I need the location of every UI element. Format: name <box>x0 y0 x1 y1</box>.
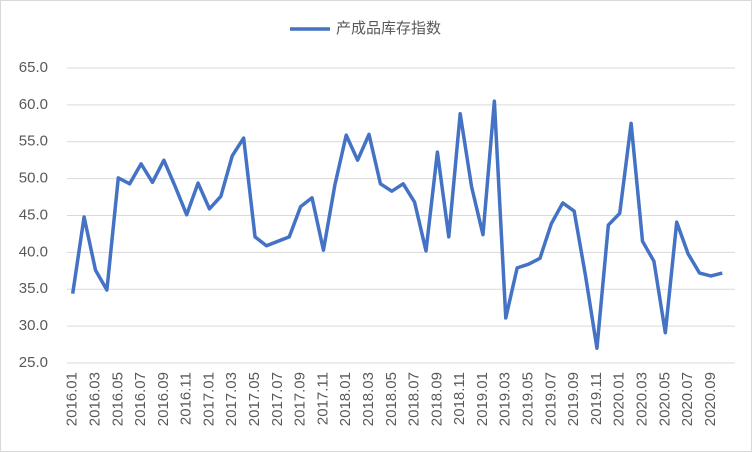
y-tick-label: 40.0 <box>19 243 48 260</box>
x-tick-label: 2016.03 <box>86 372 103 426</box>
x-tick-label: 2020.03 <box>633 372 650 426</box>
x-tick-label: 2016.01 <box>64 372 81 426</box>
x-tick-label: 2019.03 <box>497 372 514 426</box>
x-tick-label: 2018.11 <box>451 372 468 425</box>
x-tick-label: 2016.07 <box>132 372 149 426</box>
y-tick-label: 45.0 <box>19 206 48 223</box>
x-tick-label: 2016.05 <box>109 372 126 426</box>
y-tick-label: 50.0 <box>19 170 48 187</box>
x-tick-label: 2017.09 <box>292 372 309 426</box>
x-tick-label: 2017.07 <box>269 372 286 426</box>
x-tick-label: 2018.01 <box>337 372 354 426</box>
x-tick-label: 2017.03 <box>223 372 240 426</box>
x-tick-label: 2016.11 <box>178 372 195 425</box>
x-tick-label: 2020.05 <box>656 372 673 426</box>
x-tick-label: 2018.07 <box>406 372 423 426</box>
y-tick-label: 65.0 <box>19 59 48 76</box>
y-tick-label: 35.0 <box>19 280 48 297</box>
x-tick-label: 2019.07 <box>542 372 559 426</box>
x-tick-label: 2019.05 <box>520 372 537 426</box>
y-tick-label: 60.0 <box>19 96 48 113</box>
y-tick-label: 25.0 <box>19 354 48 371</box>
x-tick-label: 2019.11 <box>588 372 605 425</box>
x-tick-label: 2016.09 <box>155 372 172 426</box>
x-tick-label: 2017.01 <box>200 372 217 426</box>
x-tick-label: 2019.01 <box>474 372 491 426</box>
x-tick-label: 2018.03 <box>360 372 377 426</box>
x-tick-label: 2017.11 <box>314 372 331 425</box>
x-tick-label: 2019.09 <box>565 372 582 426</box>
x-tick-label: 2020.07 <box>679 372 696 426</box>
x-tick-label: 2017.05 <box>246 372 263 426</box>
y-tick-label: 30.0 <box>19 317 48 334</box>
x-tick-label: 2020.09 <box>702 372 719 426</box>
x-tick-label: 2020.01 <box>611 372 628 426</box>
x-tick-label: 2018.09 <box>428 372 445 426</box>
y-tick-label: 55.0 <box>19 133 48 150</box>
legend-label: 产成品库存指数 <box>336 20 441 37</box>
data-line <box>70 99 723 350</box>
x-tick-label: 2018.05 <box>383 372 400 426</box>
